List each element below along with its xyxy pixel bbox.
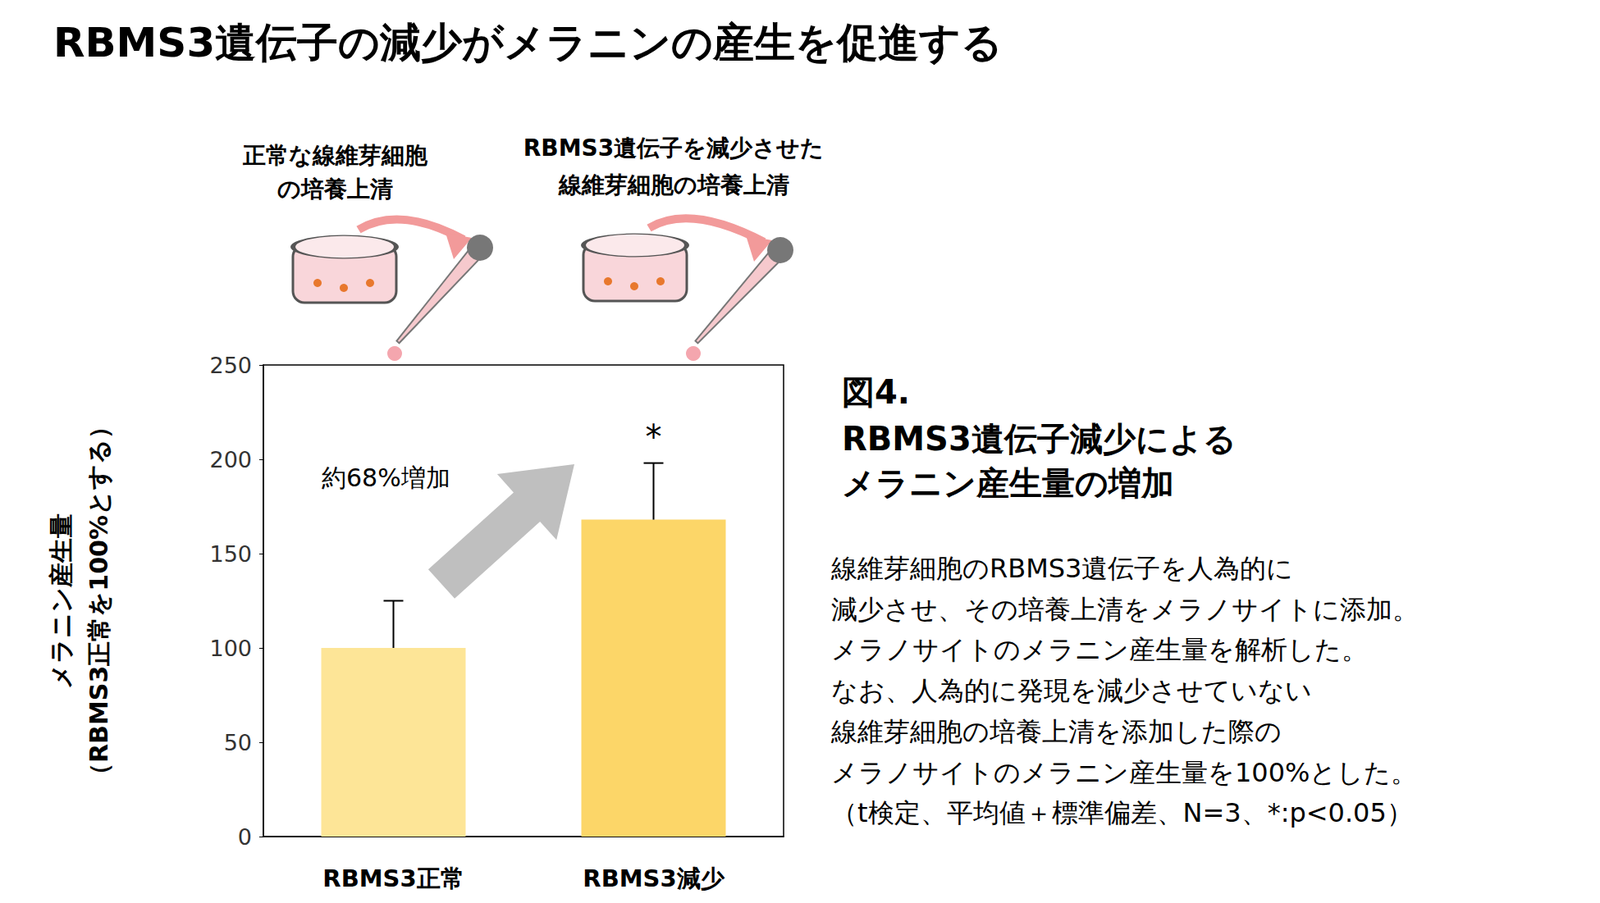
svg-text:250: 250 — [209, 352, 252, 379]
svg-text:（RBMS3正常を100%とする）: （RBMS3正常を100%とする） — [84, 414, 114, 788]
svg-text:約68%増加: 約68%増加 — [321, 463, 451, 493]
svg-text:正常な線維芽細胞: 正常な線維芽細胞 — [242, 141, 429, 170]
svg-text:図4.: 図4. — [841, 373, 910, 412]
svg-text:線維芽細胞のRBMS3遺伝子を人為的に: 線維芽細胞のRBMS3遺伝子を人為的に — [830, 553, 1294, 585]
svg-text:150: 150 — [209, 541, 252, 567]
svg-text:線維芽細胞の培養上清: 線維芽細胞の培養上清 — [557, 171, 790, 199]
svg-text:100: 100 — [209, 635, 252, 662]
svg-text:メラニン産生量の増加: メラニン産生量の増加 — [841, 464, 1175, 503]
svg-text:0: 0 — [237, 824, 252, 851]
svg-text:RBMS3減少: RBMS3減少 — [582, 864, 725, 893]
svg-text:の培養上清: の培養上清 — [277, 175, 394, 203]
svg-text:線維芽細胞の培養上清を添加した際の: 線維芽細胞の培養上清を添加した際の — [830, 716, 1282, 748]
svg-text:*: * — [645, 418, 663, 457]
svg-text:200: 200 — [209, 447, 252, 473]
svg-text:RBMS3遺伝子の減少がメラニンの産生を促進する: RBMS3遺伝子の減少がメラニンの産生を促進する — [53, 18, 1003, 67]
svg-text:50: 50 — [224, 730, 252, 756]
svg-text:メラノサイトのメラニン産生量を解析した。: メラノサイトのメラニン産生量を解析した。 — [831, 634, 1368, 666]
svg-text:減少させ、その培養上清をメラノサイトに添加。: 減少させ、その培養上清をメラノサイトに添加。 — [831, 594, 1419, 626]
svg-text:RBMS3遺伝子減少による: RBMS3遺伝子減少による — [841, 420, 1237, 458]
svg-text:（t検定、平均値＋標準偏差、N=3、*:p<0.05）: （t検定、平均値＋標準偏差、N=3、*:p<0.05） — [831, 797, 1413, 829]
svg-text:なお、人為的に発現を減少させていない: なお、人為的に発現を減少させていない — [831, 675, 1312, 707]
svg-text:RBMS3遺伝子を減少させた: RBMS3遺伝子を減少させた — [523, 134, 824, 162]
svg-text:メラニン産生量: メラニン産生量 — [46, 513, 76, 690]
svg-text:RBMS3正常: RBMS3正常 — [322, 864, 464, 893]
svg-text:メラノサイトのメラニン産生量を100%とした。: メラノサイトのメラニン産生量を100%とした。 — [831, 757, 1418, 789]
